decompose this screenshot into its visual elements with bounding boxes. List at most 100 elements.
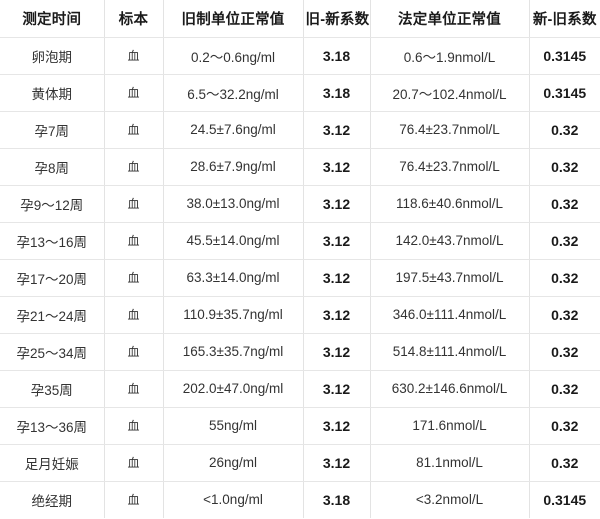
cell-old-to-new-factor: 3.12 [303, 222, 371, 260]
cell-new-to-old-factor: 0.3145 [529, 74, 600, 112]
cell-old-unit-value: 110.9±35.7ng/ml [163, 296, 304, 334]
cell-specimen: 血 [104, 370, 164, 408]
cell-si-unit-value: 76.4±23.7nmol/L [370, 148, 530, 186]
cell-measurement-time: 孕9～12周 [0, 185, 105, 223]
cell-new-to-old-factor: 0.32 [529, 259, 600, 297]
table-row: 孕13～16周血 45.5±14.0ng/ml 3.12 142.0±43.7nmol… [0, 222, 600, 260]
cell-new-to-old-factor: 0.32 [529, 296, 600, 334]
cell-old-unit-value: 63.3±14.0ng/ml [163, 259, 304, 297]
column-header-specimen: 标本 [104, 0, 164, 38]
cell-old-unit-value: 24.5±7.6ng/ml [163, 111, 304, 149]
table-row: 足月妊娠血 26ng/ml 3.12 81.1nmol/L 0.32 [0, 444, 600, 482]
cell-old-unit-value: 45.5±14.0ng/ml [163, 222, 304, 260]
table-row: 孕21～24周血 110.9±35.7ng/ml 3.12 346.0±111.4nm… [0, 296, 600, 334]
table-row: 黄体期血 6.5～32.2ng/ml 3.18 20.7～102.4nmol/L 0.3… [0, 74, 600, 112]
table-row: 孕35周血 202.0±47.0ng/ml 3.12 630.2±146.6nmol/… [0, 370, 600, 408]
column-header-old-to-new-factor: 旧-新系数 [303, 0, 371, 38]
cell-specimen: 血 [104, 148, 164, 186]
column-header-new-to-old-factor: 新-旧系数 [529, 0, 600, 38]
cell-new-to-old-factor: 0.32 [529, 111, 600, 149]
cell-specimen: 血 [104, 259, 164, 297]
cell-new-to-old-factor: 0.32 [529, 333, 600, 371]
cell-new-to-old-factor: 0.32 [529, 407, 600, 445]
cell-old-to-new-factor: 3.12 [303, 407, 371, 445]
cell-si-unit-value: 514.8±111.4nmol/L [370, 333, 530, 371]
column-header-old-unit-normal: 旧制单位正常值 [163, 0, 304, 38]
cell-old-unit-value: 0.2～0.6ng/ml [163, 37, 304, 75]
cell-specimen: 血 [104, 481, 164, 518]
cell-new-to-old-factor: 0.3145 [529, 37, 600, 75]
table-row: 卵泡期血 0.2～0.6ng/ml 3.18 0.6～1.9nmol/L 0.3145 [0, 37, 600, 75]
cell-si-unit-value: 0.6～1.9nmol/L [370, 37, 530, 75]
table-header: 测定时间 标本 旧制单位正常值 旧-新系数 法定单位正常值 新-旧系数 [0, 0, 600, 38]
cell-si-unit-value: 346.0±111.4nmol/L [370, 296, 530, 334]
cell-old-to-new-factor: 3.12 [303, 296, 371, 334]
cell-measurement-time: 孕25～34周 [0, 333, 105, 371]
cell-si-unit-value: 142.0±43.7nmol/L [370, 222, 530, 260]
cell-specimen: 血 [104, 74, 164, 112]
table-row: 孕25～34周血 165.3±35.7ng/ml 3.12 514.8±111.4nm… [0, 333, 600, 371]
cell-measurement-time: 绝经期 [0, 481, 105, 518]
cell-old-to-new-factor: 3.12 [303, 444, 371, 482]
cell-old-unit-value: <1.0ng/ml [163, 481, 304, 518]
cell-specimen: 血 [104, 37, 164, 75]
cell-old-unit-value: 165.3±35.7ng/ml [163, 333, 304, 371]
column-header-time: 测定时间 [0, 0, 105, 38]
table-row: 孕8周血 28.6±7.9ng/ml 3.12 76.4±23.7nmol/L 0.32 [0, 148, 600, 186]
cell-specimen: 血 [104, 111, 164, 149]
cell-old-unit-value: 28.6±7.9ng/ml [163, 148, 304, 186]
cell-measurement-time: 孕17～20周 [0, 259, 105, 297]
cell-old-to-new-factor: 3.12 [303, 111, 371, 149]
cell-measurement-time: 足月妊娠 [0, 444, 105, 482]
table-row: 孕17～20周血 63.3±14.0ng/ml 3.12 197.5±43.7nmol… [0, 259, 600, 297]
cell-old-unit-value: 202.0±47.0ng/ml [163, 370, 304, 408]
cell-old-to-new-factor: 3.18 [303, 74, 371, 112]
cell-specimen: 血 [104, 444, 164, 482]
table-row: 孕7周血 24.5±7.6ng/ml 3.12 76.4±23.7nmol/L 0.32 [0, 111, 600, 149]
cell-si-unit-value: 20.7～102.4nmol/L [370, 74, 530, 112]
table-row: 孕9～12周血 38.0±13.0ng/ml 3.12 118.6±40.6nmol/… [0, 185, 600, 223]
column-header-si-unit-normal: 法定单位正常值 [370, 0, 530, 38]
cell-measurement-time: 孕8周 [0, 148, 105, 186]
cell-si-unit-value: 630.2±146.6nmol/L [370, 370, 530, 408]
table-row: 绝经期血 <1.0ng/ml 3.18 <3.2nmol/L 0.3145 [0, 481, 600, 518]
cell-si-unit-value: 171.6nmol/L [370, 407, 530, 445]
cell-measurement-time: 黄体期 [0, 74, 105, 112]
cell-si-unit-value: 76.4±23.7nmol/L [370, 111, 530, 149]
cell-old-to-new-factor: 3.12 [303, 148, 371, 186]
cell-si-unit-value: 118.6±40.6nmol/L [370, 185, 530, 223]
cell-old-to-new-factor: 3.12 [303, 333, 371, 371]
cell-old-unit-value: 26ng/ml [163, 444, 304, 482]
cell-new-to-old-factor: 0.32 [529, 444, 600, 482]
cell-new-to-old-factor: 0.32 [529, 148, 600, 186]
cell-specimen: 血 [104, 296, 164, 334]
cell-old-to-new-factor: 3.12 [303, 370, 371, 408]
cell-measurement-time: 孕35周 [0, 370, 105, 408]
cell-specimen: 血 [104, 185, 164, 223]
cell-new-to-old-factor: 0.32 [529, 222, 600, 260]
cell-old-to-new-factor: 3.18 [303, 37, 371, 75]
cell-old-to-new-factor: 3.12 [303, 185, 371, 223]
cell-si-unit-value: 81.1nmol/L [370, 444, 530, 482]
table-body: 卵泡期血 0.2～0.6ng/ml 3.18 0.6～1.9nmol/L 0.3145 黄… [0, 37, 600, 518]
cell-measurement-time: 孕7周 [0, 111, 105, 149]
cell-specimen: 血 [104, 407, 164, 445]
cell-measurement-time: 孕21～24周 [0, 296, 105, 334]
header-row: 测定时间 标本 旧制单位正常值 旧-新系数 法定单位正常值 新-旧系数 [0, 0, 600, 38]
cell-si-unit-value: 197.5±43.7nmol/L [370, 259, 530, 297]
cell-measurement-time: 孕13～16周 [0, 222, 105, 260]
cell-specimen: 血 [104, 333, 164, 371]
cell-old-unit-value: 38.0±13.0ng/ml [163, 185, 304, 223]
table-row: 孕13～36周血 55ng/ml 3.12 171.6nmol/L 0.32 [0, 407, 600, 445]
cell-old-unit-value: 55ng/ml [163, 407, 304, 445]
cell-new-to-old-factor: 0.3145 [529, 481, 600, 518]
cell-old-to-new-factor: 3.18 [303, 481, 371, 518]
cell-old-unit-value: 6.5～32.2ng/ml [163, 74, 304, 112]
cell-measurement-time: 卵泡期 [0, 37, 105, 75]
cell-measurement-time: 孕13～36周 [0, 407, 105, 445]
cell-new-to-old-factor: 0.32 [529, 370, 600, 408]
cell-new-to-old-factor: 0.32 [529, 185, 600, 223]
cell-specimen: 血 [104, 222, 164, 260]
cell-old-to-new-factor: 3.12 [303, 259, 371, 297]
